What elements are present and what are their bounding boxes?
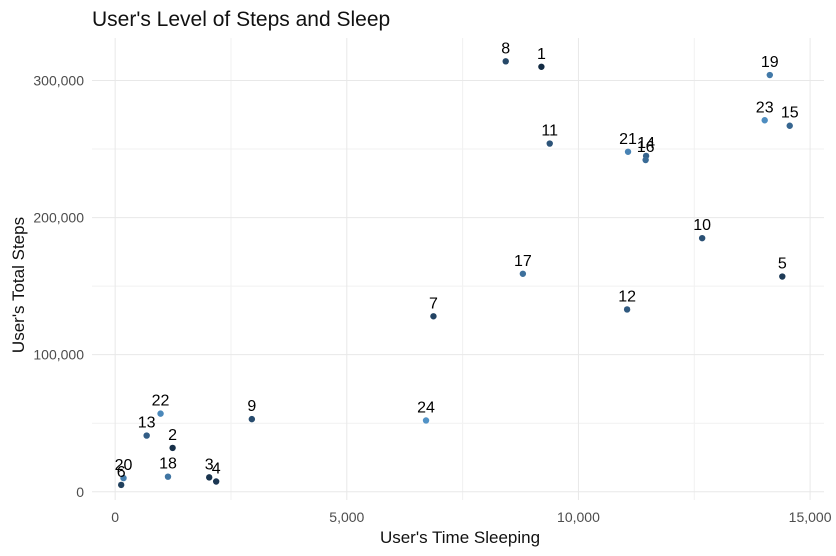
scatter-point <box>422 417 430 424</box>
scatter-point <box>430 313 437 320</box>
x-tick-label: 15,000 <box>789 509 832 525</box>
scatter-point <box>642 156 649 164</box>
point-label: 5 <box>778 256 787 273</box>
point-label: 1 <box>537 46 546 63</box>
y-tick-label: 200,000 <box>33 210 84 226</box>
scatter-point <box>157 410 164 417</box>
points-layer <box>117 58 793 489</box>
point-label: 2 <box>168 427 177 444</box>
scatter-point <box>624 148 632 155</box>
point-label: 3 <box>205 456 214 473</box>
point-label: 11 <box>541 123 558 140</box>
point-label: 21 <box>619 131 637 148</box>
chart-title: User's Level of Steps and Sleep <box>92 8 390 31</box>
scatter-point <box>698 234 706 242</box>
scatter-point <box>120 474 127 482</box>
scatter-point <box>164 473 172 480</box>
point-label: 9 <box>247 398 256 415</box>
point-label: 6 <box>117 464 126 481</box>
x-tick-label: 5,000 <box>329 509 364 525</box>
scatter-point <box>117 481 125 489</box>
point-label: 24 <box>417 399 435 416</box>
tick-labels-layer: 0 5,000 10,000 15,000 0 100,000 200,000 300,000 <box>33 72 831 525</box>
scatter-point <box>248 415 256 423</box>
scatter-point <box>519 270 527 277</box>
scatter-point <box>786 122 793 129</box>
point-label: 17 <box>514 253 532 270</box>
y-tick-label: 0 <box>76 484 84 500</box>
y-tick-label: 300,000 <box>33 72 84 88</box>
x-axis-title: User's Time Sleeping <box>380 528 540 547</box>
scatter-point <box>779 273 786 280</box>
point-label: 8 <box>501 40 510 57</box>
y-tick-label: 100,000 <box>33 347 84 363</box>
point-label: 4 <box>212 460 221 477</box>
point-label: 16 <box>637 139 655 156</box>
point-label: 15 <box>781 105 799 122</box>
scatter-point <box>761 117 768 124</box>
point-label: 10 <box>693 217 711 234</box>
scatter-point <box>623 306 631 313</box>
point-label: 22 <box>152 393 170 410</box>
scatter-point <box>766 71 773 79</box>
point-label: 18 <box>159 456 177 473</box>
point-label: 19 <box>761 54 779 71</box>
x-tick-label: 0 <box>111 509 119 525</box>
scatter-point <box>169 444 176 452</box>
scatter-point <box>206 474 213 481</box>
point-label: 23 <box>756 99 774 116</box>
scatter-point <box>143 432 150 439</box>
point-label: 7 <box>429 295 438 312</box>
scatter-point <box>546 140 553 147</box>
y-axis-title: User's Total Steps <box>9 217 28 353</box>
point-label: 14 <box>637 135 655 152</box>
scatter-point <box>212 478 220 485</box>
point-label: 13 <box>138 415 156 432</box>
grid-layer <box>92 38 824 500</box>
point-label: 20 <box>115 457 133 474</box>
x-tick-label: 10,000 <box>557 509 600 525</box>
scatter-point <box>538 63 545 70</box>
point-label: 12 <box>618 288 636 305</box>
scatter-point <box>502 58 509 65</box>
